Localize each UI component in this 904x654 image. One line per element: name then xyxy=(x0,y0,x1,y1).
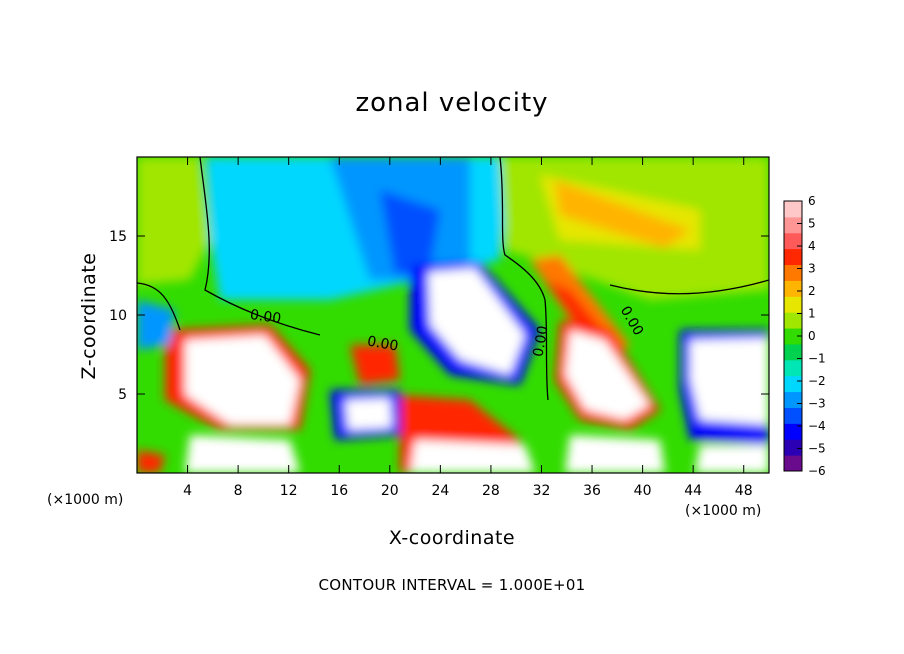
left-edge-blue xyxy=(137,300,175,350)
right-white xyxy=(565,330,650,420)
small-white xyxy=(345,398,392,430)
colorbar-tick-label: −5 xyxy=(808,442,826,456)
colorbar-tick-label: −1 xyxy=(808,352,826,366)
bottom-mid-white xyxy=(410,440,535,473)
blob-white xyxy=(428,268,525,375)
x-tick-label: 28 xyxy=(482,483,500,499)
upper-left-yellowgreen xyxy=(137,157,210,285)
contour-line-4 xyxy=(137,282,181,331)
bottom-left-white xyxy=(185,435,300,473)
y-tick-label: 5 xyxy=(118,387,127,403)
colorbar-tick-label: 6 xyxy=(808,194,816,208)
colorbar-swatch xyxy=(784,216,802,234)
contour-label: 0.00 xyxy=(366,333,399,354)
colorbar-swatch xyxy=(784,296,802,313)
colorbar-swatch xyxy=(784,375,802,393)
colorbar-swatch xyxy=(784,423,802,440)
colorbar-swatch xyxy=(784,328,802,345)
x-tick-label: 4 xyxy=(183,483,192,499)
x-tick-label: 32 xyxy=(533,483,551,499)
colorbar-tick-label: 5 xyxy=(808,217,816,231)
colorbar-swatch xyxy=(784,248,802,266)
left-edge-red xyxy=(137,450,165,473)
x-tick-label: 8 xyxy=(234,483,243,499)
upper-center-blue xyxy=(380,190,440,275)
colorbar-swatch xyxy=(784,343,802,361)
colorbar-swatch xyxy=(784,359,802,377)
x-tick-label: 48 xyxy=(735,483,753,499)
colorbar-swatch xyxy=(784,264,802,281)
contour-line-1 xyxy=(199,157,321,336)
chart-title: zonal velocity xyxy=(355,88,549,118)
colorbar-tick-label: −2 xyxy=(808,374,826,388)
x-tick-label: 36 xyxy=(583,483,601,499)
colorbar-swatch xyxy=(784,232,802,250)
colorbar-swatch xyxy=(784,407,802,424)
upper-right-orange xyxy=(555,180,690,248)
colorbar-swatch xyxy=(784,280,802,297)
bottom-right-white xyxy=(565,435,665,473)
velocity-field: 0.000.00 0.000.00 xyxy=(137,157,769,473)
far-right-white xyxy=(690,338,769,425)
colorbar-tick-label: 4 xyxy=(808,239,816,253)
bottom-far-right-white xyxy=(695,445,769,473)
y-axis-label: Z-coordinate xyxy=(78,252,100,380)
contour-interval-note: CONTOUR INTERVAL = 1.000E+01 xyxy=(318,576,586,594)
x-tick-label: 24 xyxy=(431,483,449,499)
x-axis-label: X-coordinate xyxy=(388,527,516,549)
colorbar-swatch xyxy=(784,201,802,218)
x-tick-label: 12 xyxy=(280,483,298,499)
colorbar-tick-label: 2 xyxy=(808,284,816,298)
small-red xyxy=(350,345,400,385)
colorbar-tick-label: 0 xyxy=(808,329,816,343)
contour-line-3 xyxy=(609,279,769,295)
contour-label: 0.00 xyxy=(530,325,551,358)
left-white xyxy=(185,335,300,425)
colorbar-tick-label: −6 xyxy=(808,464,826,478)
colorbar-tick-label: 3 xyxy=(808,262,816,276)
colorbar-swatch xyxy=(784,439,802,456)
colorbar-tick-label: 1 xyxy=(808,307,816,321)
colorbar-swatch xyxy=(784,391,802,408)
colorbar-swatch xyxy=(784,312,802,329)
x-tick-label: 16 xyxy=(330,483,348,499)
y-tick-label: 15 xyxy=(109,229,127,245)
x-unit-label-left: (×1000 m) xyxy=(47,492,124,508)
x-tick-label: 20 xyxy=(381,483,399,499)
y-tick-label: 10 xyxy=(109,308,127,324)
x-unit-label-right: (×1000 m) xyxy=(685,503,762,519)
x-tick-label: 40 xyxy=(634,483,652,499)
x-tick-label: 44 xyxy=(684,483,702,499)
contour-line-2 xyxy=(499,157,549,401)
colorbar-tick-label: −4 xyxy=(808,419,826,433)
contour-label: 0.00 xyxy=(249,307,282,327)
colorbar-swatch xyxy=(784,455,802,472)
colorbar-tick-label: −3 xyxy=(808,397,826,411)
